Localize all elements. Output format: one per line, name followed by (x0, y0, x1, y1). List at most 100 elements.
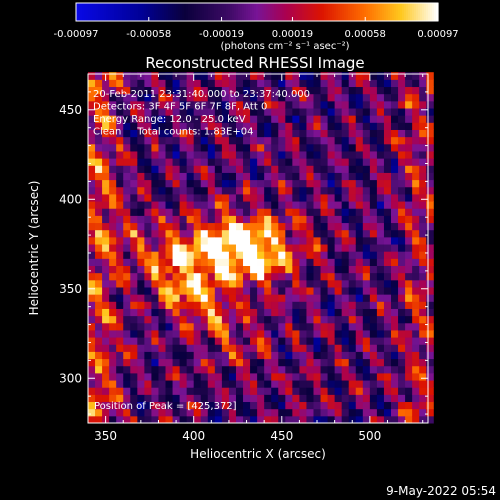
heatmap-cell (313, 79, 322, 88)
heatmap-cell (165, 308, 174, 317)
heatmap-cell (285, 401, 293, 410)
heatmap-cell (285, 129, 293, 138)
colorbar-strip (240, 3, 243, 21)
heatmap-cell (334, 229, 343, 238)
heatmap-cell (348, 79, 357, 88)
heatmap-cell (228, 258, 237, 266)
heatmap-cell (369, 79, 378, 88)
heatmap-cell (313, 358, 322, 367)
heatmap-cell (200, 115, 209, 123)
heatmap-cell (207, 415, 216, 424)
heatmap-cell (355, 279, 364, 288)
heatmap-cell (235, 129, 244, 138)
heatmap-cell (292, 150, 300, 159)
heatmap-cell (320, 351, 329, 360)
heatmap-cell (95, 222, 103, 231)
heatmap-cell (285, 115, 293, 123)
heatmap-cell (235, 351, 244, 360)
heatmap-cell (214, 186, 223, 195)
heatmap-cell (313, 301, 322, 309)
heatmap-cell (221, 301, 230, 309)
heatmap-cell (165, 236, 174, 245)
heatmap-cell (348, 251, 357, 259)
heatmap-cell (235, 179, 244, 188)
heatmap-cell (214, 279, 223, 288)
heatmap-cell (341, 351, 350, 360)
colorbar-strip (382, 3, 385, 21)
heatmap-cell (130, 387, 138, 395)
heatmap-cell (299, 165, 307, 173)
heatmap-cell (405, 122, 413, 130)
heatmap-cell (412, 122, 420, 130)
heatmap-cell (130, 79, 138, 88)
heatmap-cell (264, 279, 272, 288)
heatmap-cell (419, 337, 427, 345)
heatmap-cell (250, 236, 258, 245)
heatmap-cell (193, 222, 202, 231)
heatmap-cell (137, 179, 145, 188)
heatmap-cell (243, 351, 251, 360)
heatmap-cell (426, 193, 434, 202)
heatmap-cell (102, 315, 110, 324)
heatmap-cell (320, 158, 329, 166)
heatmap-cell (341, 358, 350, 367)
heatmap-cell (186, 365, 195, 374)
colorbar-strip (122, 3, 125, 21)
heatmap-cell (116, 337, 124, 345)
heatmap-cell (419, 136, 427, 145)
heatmap-cell (200, 394, 209, 403)
colorbar-strip (118, 3, 121, 21)
heatmap-cell (88, 179, 96, 188)
heatmap-cell (88, 136, 96, 145)
heatmap-cell (186, 143, 195, 152)
heatmap-cell (88, 322, 96, 331)
heatmap-cell (369, 251, 378, 259)
colorbar-strip (128, 3, 131, 21)
heatmap-cell (88, 193, 96, 202)
heatmap-cell (88, 415, 96, 424)
heatmap-cell (362, 372, 371, 381)
colorbar-tick-label: -0.00019 (199, 29, 244, 40)
heatmap-cell (419, 365, 427, 374)
heatmap-cell (285, 136, 293, 145)
colorbar-strip (102, 3, 105, 21)
heatmap-cell (334, 108, 343, 116)
heatmap-cell (299, 372, 307, 381)
heatmap-cell (109, 86, 117, 95)
heatmap-cell (186, 286, 195, 295)
heatmap-cell (383, 129, 392, 138)
heatmap-cell (123, 358, 131, 367)
heatmap-cell (235, 380, 244, 388)
heatmap-cell (109, 401, 117, 410)
heatmap-cell (285, 229, 293, 238)
heatmap-cell (158, 394, 167, 403)
heatmap-cell (158, 322, 167, 331)
heatmap-cell (130, 186, 138, 195)
heatmap-cell (355, 201, 364, 209)
heatmap-cell (355, 401, 364, 410)
heatmap-cell (264, 265, 272, 274)
heatmap-cell (144, 415, 152, 424)
heatmap-cell (130, 329, 138, 338)
heatmap-cell (235, 172, 244, 181)
heatmap-cell (165, 408, 174, 417)
heatmap-cell (391, 222, 399, 231)
heatmap-cell (334, 129, 343, 138)
heatmap-cell (348, 301, 357, 309)
heatmap-cell (376, 229, 385, 238)
heatmap-cell (369, 279, 378, 288)
colorbar-strip (434, 3, 437, 21)
heatmap-cell (412, 186, 420, 195)
heatmap-cell (292, 337, 300, 345)
heatmap-cell (193, 179, 202, 188)
heatmap-cell (130, 358, 138, 367)
heatmap-cell (412, 329, 420, 338)
heatmap-cell (95, 208, 103, 216)
heatmap-cell (250, 193, 258, 202)
heatmap-cell (243, 301, 251, 309)
heatmap-cell (369, 129, 378, 138)
heatmap-cell (278, 286, 286, 295)
colorbar-strip (188, 3, 191, 21)
heatmap-cell (383, 380, 392, 388)
heatmap-cell (165, 108, 174, 116)
